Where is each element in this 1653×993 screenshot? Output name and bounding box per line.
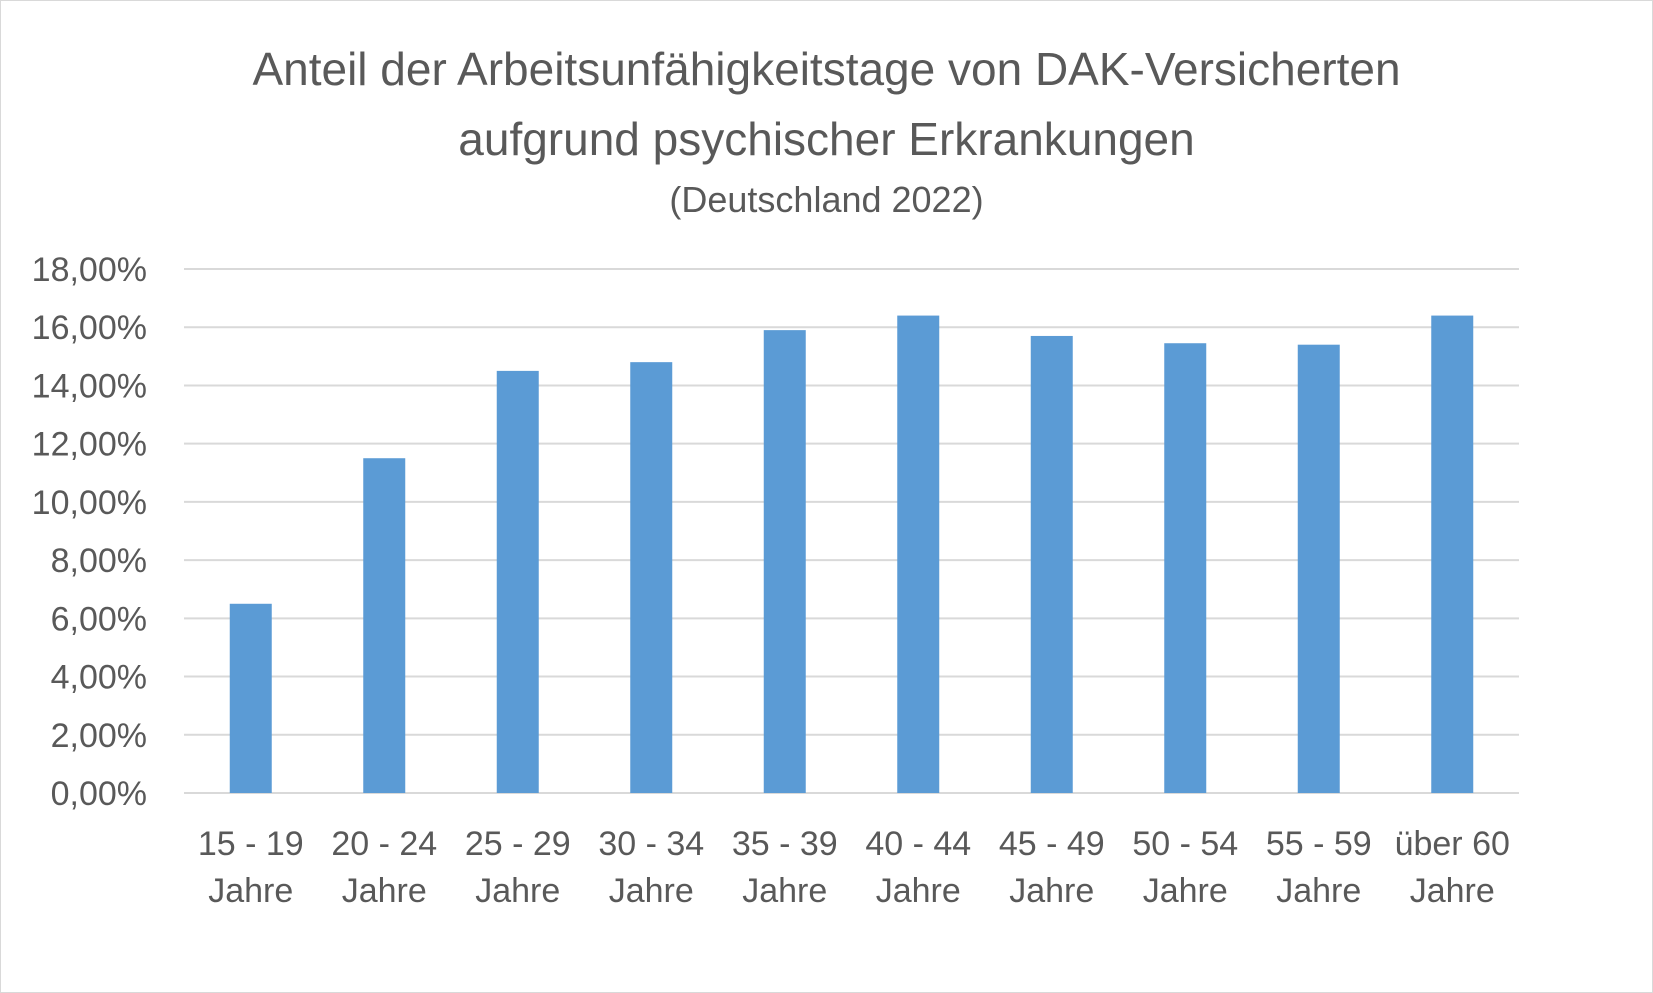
y-tick-label: 14,00%: [32, 367, 147, 405]
bar: [496, 370, 539, 793]
x-tick-label: 40 - 44: [865, 825, 971, 863]
x-tick-label: Jahre: [1143, 872, 1228, 910]
y-tick-label: 2,00%: [51, 717, 147, 755]
gridlines: [184, 268, 1519, 794]
bar: [897, 315, 940, 793]
chart-subtitle: (Deutschland 2022): [669, 179, 984, 220]
y-tick-label: 10,00%: [32, 484, 147, 522]
x-tick-label: 50 - 54: [1132, 825, 1238, 863]
y-tick-label: 0,00%: [51, 775, 147, 813]
y-tick-label: 16,00%: [32, 309, 147, 347]
y-axis-tick-labels: 0,00% 2,00% 4,00% 6,00% 8,00% 10,00% 12,00% 14,…: [32, 251, 147, 813]
bar: [1297, 344, 1340, 793]
x-tick-label: Jahre: [475, 872, 560, 910]
x-tick-label: Jahre: [876, 872, 961, 910]
x-tick-label: über 60: [1395, 825, 1510, 863]
x-axis-tick-labels: 15 - 19 Jahre 20 - 24 Jahre 25 - 29 Jahre 30 -…: [198, 825, 1510, 910]
x-tick-label: Jahre: [1276, 872, 1361, 910]
chart-title-line-1: Anteil der Arbeitsunfähigkeitstage von D…: [252, 43, 1401, 95]
y-tick-label: 6,00%: [51, 600, 147, 638]
bars: [229, 315, 1474, 793]
x-tick-label: Jahre: [1009, 872, 1094, 910]
bar: [229, 603, 272, 793]
bar: [763, 330, 806, 793]
x-tick-label: Jahre: [1410, 872, 1495, 910]
x-tick-label: 55 - 59: [1266, 825, 1372, 863]
bar: [630, 362, 673, 793]
bar: [1030, 335, 1073, 793]
x-tick-label: 20 - 24: [331, 825, 437, 863]
x-tick-label: Jahre: [342, 872, 427, 910]
y-tick-label: 18,00%: [32, 251, 147, 289]
x-tick-label: 25 - 29: [465, 825, 571, 863]
bar: [363, 458, 406, 793]
x-tick-label: Jahre: [742, 872, 827, 910]
bar: [1431, 315, 1474, 793]
x-tick-label: 30 - 34: [598, 825, 704, 863]
y-tick-label: 12,00%: [32, 426, 147, 464]
x-tick-label: 45 - 49: [999, 825, 1105, 863]
x-tick-label: 15 - 19: [198, 825, 304, 863]
bar: [1164, 343, 1207, 793]
y-tick-label: 8,00%: [51, 542, 147, 580]
x-tick-label: 35 - 39: [732, 825, 838, 863]
x-tick-label: Jahre: [208, 872, 293, 910]
y-tick-label: 4,00%: [51, 659, 147, 697]
x-tick-label: Jahre: [609, 872, 694, 910]
chart-title-line-2: aufgrund psychischer Erkrankungen: [458, 113, 1195, 165]
